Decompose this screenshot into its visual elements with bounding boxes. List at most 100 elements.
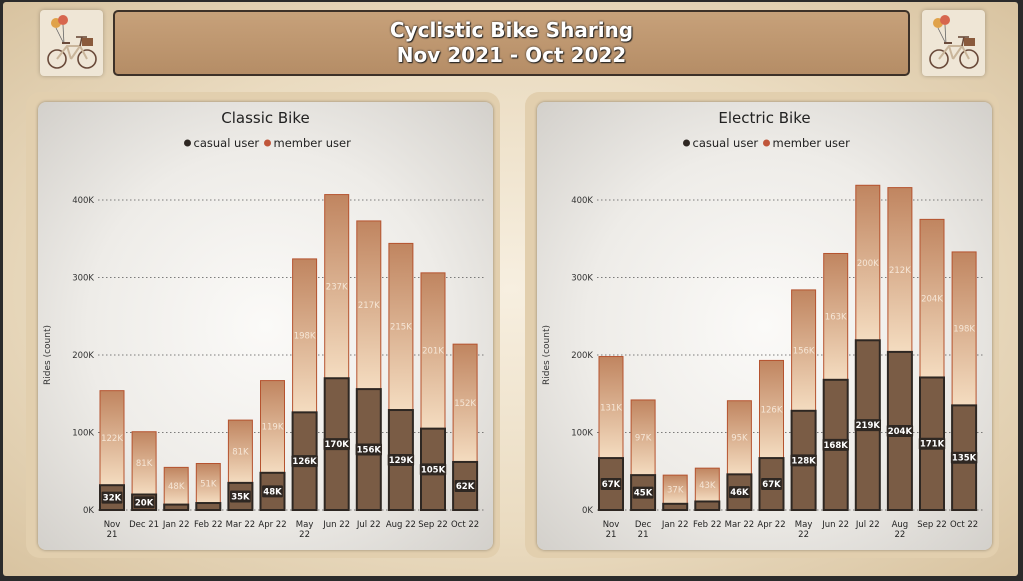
member-bar bbox=[227, 419, 253, 484]
x-tick-label: Jul 22 bbox=[356, 520, 381, 530]
member-bar bbox=[131, 431, 157, 496]
legend-label: member user bbox=[773, 136, 851, 150]
chart-legend: casual user member user bbox=[184, 136, 351, 150]
legend-label: casual user bbox=[693, 136, 759, 150]
member-data-label: 37K bbox=[667, 485, 684, 495]
member-bar bbox=[759, 359, 784, 459]
x-tick-label: Apr 22 bbox=[757, 520, 785, 530]
member-data-label: 81K bbox=[232, 447, 249, 457]
chart-title: Classic Bike bbox=[221, 109, 309, 127]
x-tick-label: Jan 22 bbox=[661, 520, 689, 530]
y-axis-label: Rides (count) bbox=[43, 325, 53, 385]
x-tick-label: Aug bbox=[892, 520, 909, 530]
member-bar bbox=[919, 218, 945, 378]
member-data-label: 51K bbox=[200, 479, 217, 489]
member-data-label: 95K bbox=[731, 434, 748, 444]
casual-label-bg bbox=[918, 437, 946, 450]
x-tick-label: Jul 22 bbox=[855, 520, 880, 530]
casual-data-label: 105K bbox=[421, 465, 446, 475]
casual-data-label: 46K bbox=[730, 488, 749, 498]
x-tick-label: Apr 22 bbox=[258, 520, 286, 530]
x-tick-label: Feb 22 bbox=[693, 520, 722, 530]
bike-logo-right bbox=[922, 10, 985, 76]
casual-bar bbox=[163, 503, 190, 512]
electric-bike-card: Electric Bike casual user member user 0K 100… bbox=[537, 102, 992, 550]
member-bar bbox=[420, 272, 446, 430]
casual-label-bg bbox=[790, 454, 817, 467]
member-data-label: 119K bbox=[262, 423, 284, 433]
member-data-label: 215K bbox=[390, 323, 412, 333]
member-bar bbox=[452, 343, 478, 463]
casual-label-bg bbox=[632, 486, 654, 499]
member-bar bbox=[823, 252, 849, 381]
x-tick-label: 22 bbox=[299, 530, 310, 540]
member-data-label: 126K bbox=[761, 405, 783, 415]
bicycle-icon bbox=[929, 15, 979, 69]
y-tick-label: 0K bbox=[83, 506, 94, 516]
casual-data-label: 20K bbox=[135, 498, 154, 508]
member-data-label: 81K bbox=[136, 459, 153, 469]
x-tick-label: 21 bbox=[606, 530, 617, 540]
x-tick-label: 22 bbox=[798, 530, 809, 540]
member-bar bbox=[630, 399, 656, 476]
casual-label-bg bbox=[133, 496, 155, 509]
electric-bike-panel: Electric Bike casual user member user 0K 100… bbox=[525, 92, 999, 558]
casual-label-bg bbox=[729, 486, 750, 499]
x-tick-label: Oct 22 bbox=[950, 520, 978, 530]
member-data-label: 212K bbox=[889, 266, 911, 276]
casual-data-label: 129K bbox=[389, 456, 414, 466]
member-data-label: 200K bbox=[857, 259, 879, 269]
y-tick-label: 0K bbox=[582, 506, 593, 516]
casual-data-label: 156K bbox=[357, 446, 382, 456]
legend-marker bbox=[264, 139, 271, 147]
classic-bike-chart: Classic Bike casual user member user 0K 100K… bbox=[43, 109, 486, 540]
casual-label-bg bbox=[323, 438, 350, 451]
member-bar bbox=[791, 289, 817, 412]
x-tick-label: Oct 22 bbox=[451, 520, 479, 530]
x-tick-label: May bbox=[795, 520, 813, 530]
casual-label-bg bbox=[822, 438, 849, 451]
casual-data-label: 45K bbox=[634, 489, 653, 499]
member-data-label: 43K bbox=[699, 481, 716, 491]
legend-marker bbox=[683, 139, 690, 147]
legend-marker bbox=[763, 139, 770, 147]
casual-data-label: 35K bbox=[231, 492, 250, 502]
legend-marker bbox=[184, 139, 191, 147]
member-data-label: 237K bbox=[326, 282, 348, 292]
classic-bike-card: Classic Bike casual user member user 0K 100K… bbox=[38, 102, 493, 550]
casual-bar bbox=[195, 502, 222, 511]
casual-data-label: 67K bbox=[602, 480, 621, 490]
member-data-label: 201K bbox=[422, 347, 444, 357]
y-axis-label: Rides (count) bbox=[542, 325, 552, 385]
casual-data-label: 126K bbox=[292, 457, 317, 467]
casual-label-bg bbox=[886, 424, 914, 437]
x-tick-label: Dec bbox=[635, 520, 652, 530]
casual-label-bg bbox=[600, 478, 622, 491]
casual-label-bg bbox=[291, 455, 318, 468]
dashboard-title: Cyclistic Bike Sharing bbox=[389, 18, 634, 42]
x-tick-label: Mar 22 bbox=[226, 520, 256, 530]
y-tick-label: 100K bbox=[72, 429, 94, 439]
y-tick-label: 200K bbox=[72, 351, 94, 361]
x-tick-label: Sep 22 bbox=[917, 520, 947, 530]
x-tick-label: Feb 22 bbox=[194, 520, 223, 530]
member-bar bbox=[694, 467, 720, 502]
casual-label-bg bbox=[355, 443, 382, 456]
member-data-label: 48K bbox=[168, 482, 185, 492]
casual-data-label: 204K bbox=[888, 427, 913, 437]
classic-bike-panel: Classic Bike casual user member user 0K 100K… bbox=[26, 92, 500, 558]
member-data-label: 131K bbox=[600, 403, 622, 413]
x-tick-label: 21 bbox=[638, 530, 649, 540]
dashboard-date-range: Nov 2021 - Oct 2022 bbox=[396, 43, 627, 67]
y-tick-label: 100K bbox=[571, 429, 593, 439]
casual-data-label: 32K bbox=[103, 494, 122, 504]
x-tick-label: 21 bbox=[107, 530, 118, 540]
casual-data-label: 135K bbox=[952, 454, 977, 464]
x-tick-label: Jan 22 bbox=[162, 520, 190, 530]
member-data-label: 198K bbox=[953, 325, 975, 335]
y-tick-label: 400K bbox=[571, 196, 593, 206]
casual-data-label: 62K bbox=[456, 482, 475, 492]
x-tick-label: Jun 22 bbox=[322, 520, 350, 530]
member-data-label: 122K bbox=[101, 434, 123, 444]
y-tick-label: 300K bbox=[571, 274, 593, 284]
